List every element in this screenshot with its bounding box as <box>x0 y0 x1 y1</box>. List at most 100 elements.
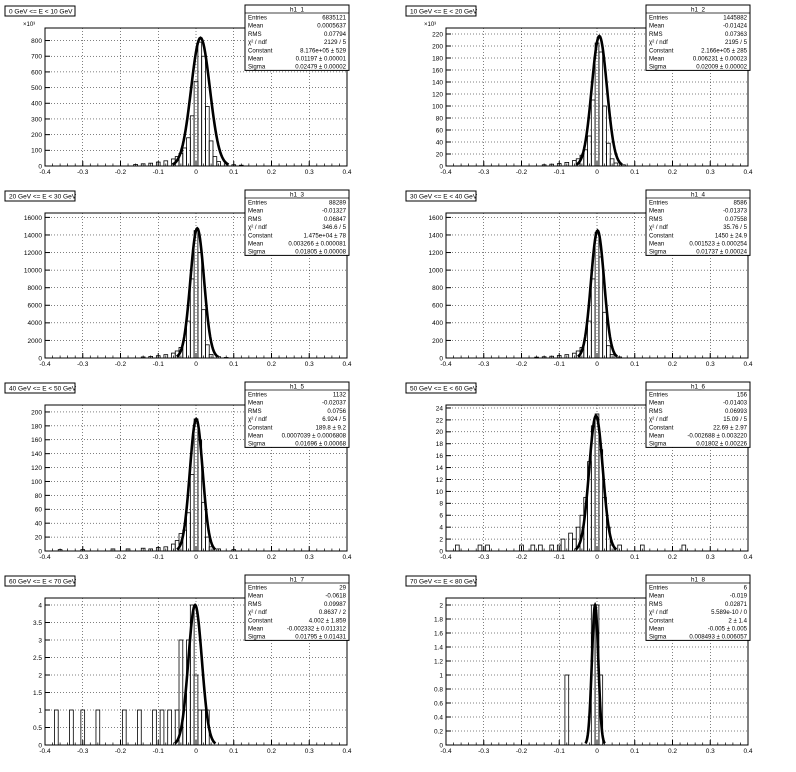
x-tick-label: 0 <box>194 748 198 755</box>
y-axis-multiplier: ×10³ <box>23 22 35 28</box>
histogram-panel-8: -0.4 -0.3 -0.2 -0.1 0 0.1 0.2 0.3 0.4 0 0.2 0.4 0.6 0… <box>405 574 753 755</box>
x-tick-label: 0.2 <box>668 554 677 561</box>
stats-box <box>645 4 751 71</box>
histogram-bin <box>455 544 460 552</box>
x-tick-label: 0.4 <box>342 748 351 755</box>
y-tick-label: 6 <box>439 513 443 520</box>
histogram-bin <box>602 105 607 167</box>
histogram-bin <box>606 142 611 167</box>
stats-value: -0.019 <box>730 593 748 600</box>
stats-label: χ² / ndf <box>248 224 267 231</box>
y-tick-label: 2.5 <box>33 655 42 662</box>
gaussian-fit-curve <box>584 601 606 745</box>
y-tick-label: 200 <box>432 338 443 345</box>
title-box <box>4 382 76 394</box>
x-tick-label: -0.2 <box>516 169 528 176</box>
stats-value: 0.01696 ± 0.00068 <box>295 441 346 448</box>
x-tick-label: -0.4 <box>39 169 51 176</box>
x-tick-label: 0.2 <box>668 169 677 176</box>
stats-label: Mean <box>649 626 664 633</box>
stats-value: -0.002332 ± 0.011312 <box>287 626 347 633</box>
stats-box <box>244 4 350 71</box>
stats-label: RMS <box>248 31 262 38</box>
stats-label: χ² / ndf <box>649 609 668 616</box>
histogram-bin <box>606 345 611 359</box>
histogram-title: 20 GeV <= E < 30 GeV <box>9 194 77 201</box>
x-tick-label: 0.1 <box>229 169 238 176</box>
x-tick-label: -0.4 <box>39 361 51 368</box>
y-tick-label: 300 <box>31 116 42 123</box>
y-tick-label: 160 <box>432 67 443 74</box>
stats-value: 5.589e-10 / 0 <box>711 609 748 616</box>
histogram-title: 40 GeV <= E < 50 GeV <box>9 386 77 393</box>
x-tick-label: 0 <box>194 361 198 368</box>
histogram-bin <box>197 41 203 167</box>
y-axis-multiplier: ×10³ <box>424 22 436 28</box>
y-tick-label: 20 <box>35 534 43 541</box>
stats-value: 2 ± 1.4 <box>728 617 747 624</box>
y-tick-label: 0 <box>38 163 42 170</box>
stats-value: 29 <box>339 585 346 592</box>
histogram-title: 70 GeV <= E < 80 GeV <box>410 579 478 586</box>
x-tick-label: 0.1 <box>630 169 639 176</box>
y-tick-label: 40 <box>35 521 43 528</box>
y-tick-label: 18 <box>436 441 444 448</box>
title-box <box>405 575 477 587</box>
gaussian-fit-curve <box>574 413 618 551</box>
stats-label: Constant <box>649 47 674 54</box>
histogram-panel-4: -0.4 -0.3 -0.2 -0.1 0 0.1 0.2 0.3 0.4 0 200 400 600 8… <box>405 189 753 368</box>
y-tick-label: 24 <box>436 405 444 412</box>
y-tick-label: 1 <box>439 672 443 679</box>
histogram-title: 10 GeV <= E < 20 GeV <box>410 9 478 16</box>
x-tick-label: -0.3 <box>478 361 490 368</box>
stats-label: Entries <box>248 200 267 207</box>
y-tick-label: 0 <box>38 355 42 362</box>
x-tick-label: 0.2 <box>267 361 276 368</box>
stats-value: 0.01737 ± 0.00024 <box>696 249 747 256</box>
x-tick-label: -0.1 <box>153 554 165 561</box>
x-tick-label: -0.4 <box>440 361 452 368</box>
stats-value: 0.003266 ± 0.000081 <box>288 241 346 248</box>
stats-label: RMS <box>248 216 262 223</box>
histogram-bin <box>587 320 592 359</box>
y-tick-label: 14 <box>436 465 444 472</box>
stats-label: Entries <box>649 15 668 22</box>
histogram-panel-2: -0.4 -0.3 -0.2 -0.1 0 0.1 0.2 0.3 0.4 0 20 40 60 80 10… <box>405 4 753 176</box>
stats-box <box>244 381 350 448</box>
stats-label: Mean <box>248 433 263 440</box>
stats-label: Mean <box>649 23 664 30</box>
y-tick-label: 3 <box>38 637 42 644</box>
histogram-bin <box>538 544 543 552</box>
stats-value: 0.06847 <box>324 216 347 223</box>
stats-value: 0.008493 ± 0.006057 <box>689 634 747 641</box>
histogram-bin <box>587 135 592 167</box>
y-tick-label: 500 <box>31 85 42 92</box>
y-tick-label: 20 <box>436 429 444 436</box>
stats-label: Mean <box>649 400 664 407</box>
stats-label: Sigma <box>649 634 667 641</box>
histogram-panel-3: -0.4 -0.3 -0.2 -0.1 0 0.1 0.2 0.3 0.4 0 2000 4000 60… <box>4 189 352 368</box>
x-tick-label: -0.3 <box>77 554 89 561</box>
y-tick-label: 180 <box>31 423 42 430</box>
x-tick-label: 0.1 <box>630 554 639 561</box>
y-tick-label: 60 <box>35 507 43 514</box>
histogram-bin <box>186 137 191 167</box>
x-tick-label: 0.2 <box>668 748 677 755</box>
x-tick-label: 0 <box>595 361 599 368</box>
histogram-panel-7: -0.4 -0.3 -0.2 -0.1 0 0.1 0.2 0.3 0.4 0 0.5 1 1.5 2 2.… <box>4 574 352 755</box>
x-tick-label: -0.2 <box>516 361 528 368</box>
gaussian-fit-curve <box>577 228 619 358</box>
x-tick-label: 0.4 <box>743 169 752 176</box>
y-tick-label: 4 <box>38 602 42 609</box>
x-tick-label: 0 <box>595 169 599 176</box>
x-tick-label: 0.4 <box>743 554 752 561</box>
y-tick-label: 40 <box>436 139 444 146</box>
stats-value: 88289 <box>329 200 347 207</box>
y-tick-label: 60 <box>436 127 444 134</box>
stats-value: 0.01805 ± 0.00008 <box>295 249 346 256</box>
stats-label: Mean <box>248 56 263 63</box>
stats-value: 0.01197 ± 0.00001 <box>296 56 347 63</box>
x-tick-label: -0.4 <box>39 554 51 561</box>
gaussian-fit-curve <box>176 226 219 358</box>
